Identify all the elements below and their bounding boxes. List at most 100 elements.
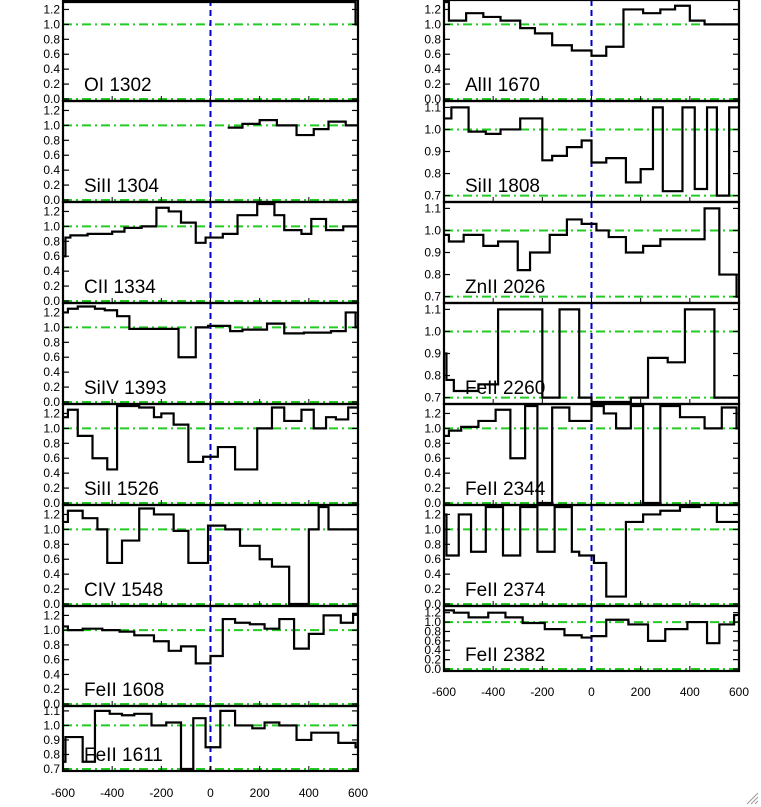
spectrum-siii-1526: [63, 404, 358, 471]
y-tick-label-feii-2260-1: 0.8: [424, 369, 441, 383]
spectrum-feii-2382: [444, 609, 739, 645]
ion-label-siii-1808: SiII 1808: [465, 176, 540, 197]
spectrum-feii-1611: [63, 709, 358, 771]
y-tick-label-feii-1611-0: 0.7: [43, 762, 60, 776]
spectrum-civ-1548: [63, 505, 358, 606]
ion-label-feii-2344: FeII 2344: [465, 479, 546, 500]
y-tick-label-alii-1670-2: 0.4: [424, 62, 441, 76]
y-tick-label-civ-1548-1: 0.2: [43, 582, 60, 596]
y-tick-label-siii-1808-4: 1.1: [424, 100, 441, 114]
y-tick-label-siii-1526-1: 0.2: [43, 481, 60, 495]
y-tick-label-feii-2344-6: 1.2: [424, 406, 441, 420]
y-tick-label-alii-1670-3: 0.6: [424, 47, 441, 61]
y-tick-label-znii-2026-4: 1.1: [424, 201, 441, 215]
x-axis-right-tick-label-0: -600: [432, 685, 456, 699]
spectrum-feii-2260: [444, 308, 739, 404]
y-tick-label-feii-1611-3: 1.0: [43, 718, 60, 732]
y-tick-label-znii-2026-2: 0.9: [424, 246, 441, 260]
y-tick-label-oi-1302-5: 1.0: [43, 17, 60, 31]
y-tick-label-siiv-1393-2: 0.4: [43, 365, 60, 379]
spectrum-feii-2374: [444, 505, 739, 598]
y-tick-label-siii-1526-0: 0.0: [43, 496, 60, 510]
y-tick-label-siii-1304-6: 1.2: [43, 103, 60, 117]
y-tick-label-feii-1608-1: 0.2: [43, 682, 60, 696]
x-axis-left-tick-label-6: 600: [348, 786, 368, 800]
y-tick-label-feii-2374-3: 0.6: [424, 552, 441, 566]
spectrum-feii-1608: [63, 608, 358, 665]
y-tick-label-feii-2344-5: 1.0: [424, 421, 441, 435]
y-tick-label-znii-2026-3: 1.0: [424, 223, 441, 237]
ion-label-feii-2260: FeII 2260: [465, 378, 545, 399]
y-tick-label-siiv-1393-6: 1.2: [43, 305, 60, 319]
ion-label-siii-1304: SiII 1304: [84, 176, 159, 197]
panel-cii-1334: 0.00.20.40.60.81.01.2 CII 1334: [43, 200, 360, 308]
y-tick-label-feii-2344-1: 0.2: [424, 481, 441, 495]
y-tick-label-civ-1548-2: 0.4: [43, 567, 60, 581]
spectrum-znii-2026: [444, 207, 739, 298]
y-tick-label-siii-1526-5: 1.0: [43, 421, 60, 435]
y-tick-label-feii-2382-2: 0.4: [424, 643, 441, 657]
x-axis-right-tick-label-2: -200: [530, 685, 554, 699]
x-axis-left-tick-label-5: 400: [299, 786, 319, 800]
ion-label-siiv-1393: SiIV 1393: [84, 378, 166, 399]
ion-label-feii-2382: FeII 2382: [465, 645, 545, 666]
y-tick-label-feii-2260-4: 1.1: [424, 302, 441, 316]
ion-label-alii-1670: AlII 1670: [465, 75, 540, 96]
ion-label-feii-1611: FeII 1611: [84, 745, 163, 766]
y-tick-label-feii-1608-2: 0.4: [43, 667, 60, 681]
panel-feii-2260: 0.7 0.8 0.9 1.0 1.1 FeII 2260: [424, 301, 741, 406]
panel-alii-1670: 0.00.20.40.60.81.01.2 AlII 1670: [424, 0, 741, 106]
y-tick-label-alii-1670-0: 0.0: [424, 92, 441, 106]
panel-znii-2026: 0.7 0.8 0.9 1.0 1.1 ZnII 2026: [424, 200, 741, 305]
resize-grip-icon[interactable]: [745, 791, 759, 805]
y-tick-label-feii-1611-4: 1.1: [43, 704, 60, 718]
y-tick-label-oi-1302-4: 0.8: [43, 32, 60, 46]
y-tick-label-feii-2382-6: 1.2: [424, 606, 441, 620]
y-tick-label-siii-1526-3: 0.6: [43, 451, 60, 465]
y-tick-label-civ-1548-3: 0.6: [43, 552, 60, 566]
x-axis-left-tick-label-3: 0: [207, 786, 214, 800]
spectrum-siii-1304: [227, 119, 358, 137]
x-axis-left-tick-label-4: 200: [250, 786, 270, 800]
y-tick-label-siii-1808-2: 0.9: [424, 145, 441, 159]
y-tick-label-siiv-1393-3: 0.6: [43, 350, 60, 364]
x-axis-left-tick-label-2: -200: [149, 786, 173, 800]
y-tick-label-feii-2382-1: 0.2: [424, 653, 441, 667]
panel-feii-2382: 0.00.20.40.60.81.01.2 FeII 2382: [424, 604, 741, 676]
x-axis-right: -600 -400 -200 0 200 400 600: [432, 685, 749, 699]
y-tick-label-civ-1548-6: 1.2: [43, 507, 60, 521]
y-tick-label-feii-1608-5: 1.0: [43, 623, 60, 637]
x-axis-right-tick-label-5: 400: [680, 685, 700, 699]
panels-group: 0.00.20.40.60.81.01.2OI 13020.00.20.40.6…: [43, 0, 741, 776]
y-tick-label-siiv-1393-4: 0.8: [43, 335, 60, 349]
y-tick-label-feii-2344-2: 0.4: [424, 466, 441, 480]
panel-civ-1548: 0.00.20.40.60.81.01.2 CIV 1548: [43, 503, 360, 611]
y-tick-label-znii-2026-1: 0.8: [424, 268, 441, 282]
y-tick-label-feii-2374-5: 1.0: [424, 522, 441, 536]
y-tick-label-feii-2374-4: 0.8: [424, 537, 441, 551]
y-tick-label-siii-1526-6: 1.2: [43, 406, 60, 420]
spectrum-feii-2344: [444, 404, 739, 505]
panel-feii-1611: 0.70.80.91.01.1 FeII 1611: [43, 704, 360, 776]
x-axis-right-tick-label-1: -400: [481, 685, 505, 699]
panel-feii-1608: 0.00.20.40.60.81.01.2 FeII 1608: [43, 604, 360, 711]
y-tick-label-feii-1608-6: 1.2: [43, 608, 60, 622]
y-tick-label-cii-1334-3: 0.6: [43, 249, 60, 263]
y-tick-label-alii-1670-6: 1.2: [424, 2, 441, 16]
y-tick-label-siiv-1393-0: 0.0: [43, 395, 60, 409]
y-tick-label-feii-2344-0: 0.0: [424, 496, 441, 510]
y-tick-label-oi-1302-2: 0.4: [43, 62, 60, 76]
y-tick-label-cii-1334-2: 0.4: [43, 264, 60, 278]
y-tick-label-feii-2382-5: 1.0: [424, 615, 441, 629]
y-tick-label-civ-1548-5: 1.0: [43, 522, 60, 536]
ion-label-znii-2026: ZnII 2026: [465, 277, 545, 298]
panel-siii-1526: 0.00.20.40.60.81.01.2 SiII 1526: [43, 402, 360, 510]
x-axis-left-tick-label-0: -600: [51, 786, 75, 800]
y-tick-label-alii-1670-1: 0.2: [424, 77, 441, 91]
y-tick-label-feii-2374-0: 0.0: [424, 597, 441, 611]
panel-siiv-1393: 0.00.20.40.60.81.01.2 SiIV 1393: [43, 301, 360, 409]
y-tick-label-znii-2026-0: 0.7: [424, 290, 441, 304]
y-tick-label-feii-2374-2: 0.4: [424, 567, 441, 581]
panel-siii-1808: 0.7 0.8 0.9 1.0 1.1 SiII 1808: [424, 99, 741, 204]
